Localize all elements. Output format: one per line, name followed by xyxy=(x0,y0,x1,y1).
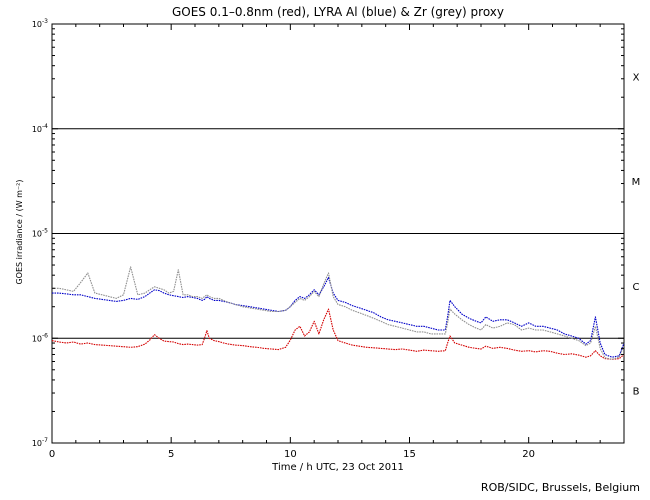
x-tick-label: 15 xyxy=(403,449,416,460)
flare-class-label: X xyxy=(633,72,640,83)
x-tick-label: 5 xyxy=(168,449,174,460)
series-line xyxy=(52,266,625,360)
series-line xyxy=(52,276,625,358)
y-axis-label: GOES irradiance / (W m⁻²) xyxy=(15,179,24,284)
plot-area xyxy=(51,23,625,444)
y-tick-label: 10-4 xyxy=(32,123,48,134)
x-tick-label: 20 xyxy=(522,449,535,460)
x-tick-label: 10 xyxy=(284,449,297,460)
flare-class-label: C xyxy=(633,282,640,293)
y-tick-label: 10-7 xyxy=(32,437,48,448)
flare-class-label: M xyxy=(632,177,641,188)
credit-text: ROB/SIDC, Brussels, Belgium xyxy=(480,481,640,494)
series-line xyxy=(51,308,625,360)
series-layer xyxy=(51,266,625,360)
axes-layer: 0 5 10 15 20 10-7 10-6 10-5 10-4 10-3 X M C B xyxy=(32,18,640,460)
x-tick-label: 0 xyxy=(49,449,55,460)
x-axis-label: Time / h UTC, 23 Oct 2011 xyxy=(271,462,404,473)
flare-class-label: B xyxy=(633,387,640,398)
y-tick-label: 10-6 xyxy=(32,332,48,343)
y-tick-label: 10-5 xyxy=(32,228,48,239)
chart-title: GOES 0.1–0.8nm (red), LYRA Al (blue) & Z… xyxy=(172,5,504,19)
y-tick-label: 10-3 xyxy=(32,18,48,29)
